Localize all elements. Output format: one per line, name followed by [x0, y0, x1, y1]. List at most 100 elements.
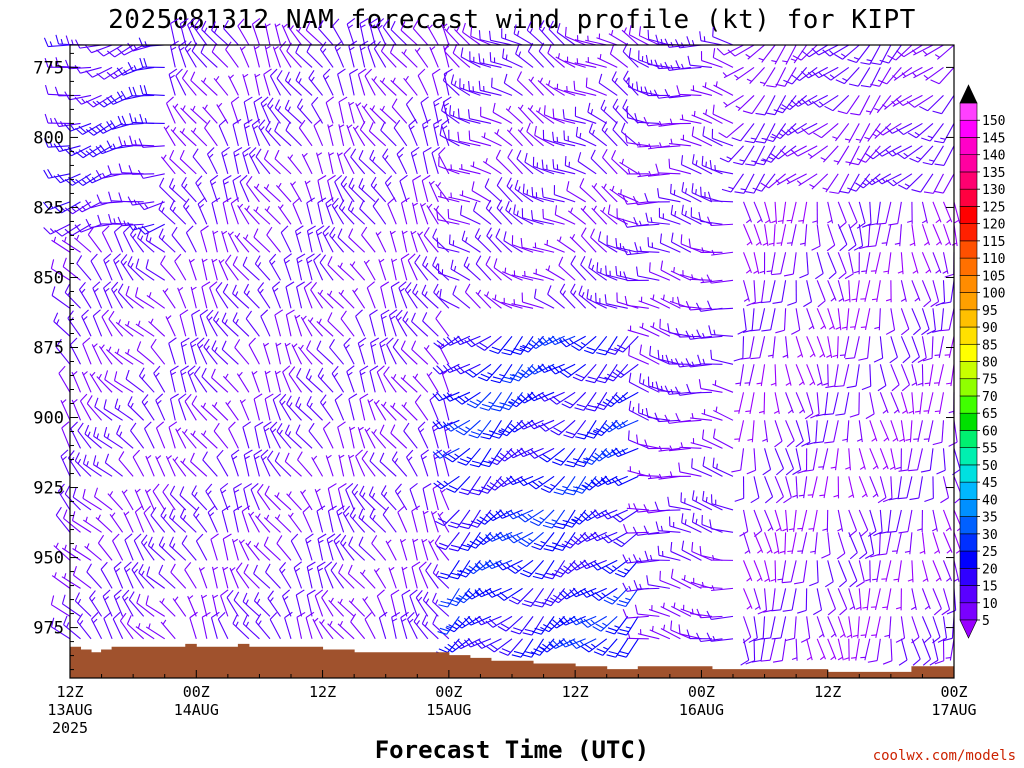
wind-barb-feather	[448, 575, 459, 580]
wind-barb	[636, 434, 660, 449]
wind-barb-staff	[322, 428, 334, 449]
wind-barb	[686, 36, 712, 46]
wind-barb-feather	[443, 424, 452, 432]
wind-barb-feather	[315, 225, 325, 232]
wind-barb-staff	[303, 287, 313, 309]
wind-barb-half-feather	[663, 624, 666, 630]
wind-barb-feather	[541, 392, 549, 401]
wind-barb-staff	[580, 207, 597, 225]
wind-barb-half-feather	[276, 492, 280, 498]
wind-barb	[236, 371, 250, 393]
wind-barb	[337, 421, 346, 449]
wind-barb	[401, 49, 418, 68]
wind-barb	[264, 23, 271, 46]
wind-barb-feather	[550, 429, 560, 436]
wind-barb	[210, 611, 220, 639]
wind-barb	[543, 560, 566, 580]
wind-barb	[545, 80, 565, 96]
wind-barb	[306, 225, 316, 253]
wind-barb	[169, 508, 187, 533]
wind-barb-staff	[286, 50, 302, 68]
wind-barb-half-feather	[474, 591, 480, 596]
wind-barb-feather	[169, 485, 176, 495]
wind-barb-staff	[220, 595, 229, 617]
wind-barb-staff	[109, 514, 124, 533]
wind-barb-feather	[691, 542, 694, 552]
wind-barb-half-feather	[339, 262, 343, 268]
wind-barb-feather	[590, 479, 599, 487]
wind-barb	[340, 310, 355, 337]
wind-barb-feather	[516, 421, 524, 430]
wind-barb-staff	[390, 29, 408, 46]
wind-barb-staff	[237, 205, 250, 225]
wind-barb-half-feather	[53, 236, 57, 243]
wind-barb-staff	[602, 157, 618, 175]
wind-barb-feather	[81, 309, 89, 317]
wind-barb-half-feather	[423, 125, 429, 129]
wind-barb-feather	[606, 596, 616, 602]
wind-barb-half-feather	[590, 619, 595, 624]
wind-barb-feather	[328, 505, 337, 512]
wind-barb	[484, 178, 502, 203]
wind-barb-feather	[484, 178, 490, 188]
wind-barb	[370, 337, 380, 365]
wind-barb-half-feather	[241, 46, 246, 51]
wind-barb	[496, 199, 513, 225]
wind-barb	[503, 73, 523, 96]
wind-barb-feather	[580, 513, 588, 521]
wind-barb-feather	[551, 572, 561, 578]
wind-barb-staff	[556, 239, 576, 253]
wind-barb-half-feather	[370, 24, 376, 29]
wind-barb-half-feather	[195, 513, 200, 519]
wind-barb-feather	[470, 431, 481, 436]
wind-barb-feather	[522, 654, 532, 658]
wind-barb-staff	[538, 50, 555, 68]
wind-barb-half-feather	[124, 511, 130, 516]
wind-barb-staff	[346, 124, 355, 147]
wind-barb-staff	[306, 594, 313, 617]
wind-barb-feather	[384, 175, 393, 184]
wind-barb-feather	[150, 506, 157, 516]
wind-barb	[373, 567, 387, 589]
wind-barb-feather	[242, 614, 248, 625]
wind-barb-feather	[564, 26, 567, 37]
wind-barb-half-feather	[103, 101, 108, 106]
wind-barb-feather	[323, 421, 331, 429]
wind-barb	[505, 201, 523, 225]
wind-barb	[527, 363, 555, 375]
wind-barb	[538, 42, 555, 68]
wind-barb-feather	[611, 71, 617, 81]
wind-barb	[103, 426, 123, 449]
wind-barb-feather	[104, 370, 109, 380]
wind-barb-staff	[51, 575, 71, 589]
wind-barb-feather	[337, 421, 346, 428]
wind-barb-half-feather	[363, 103, 368, 109]
wind-barb-half-feather	[540, 540, 546, 544]
wind-barb	[333, 533, 345, 561]
wind-barb-feather	[390, 589, 400, 596]
wind-barb	[274, 149, 292, 175]
wind-barb	[369, 149, 387, 175]
wind-barb	[74, 94, 102, 105]
wind-barb	[347, 564, 366, 589]
wind-barb	[263, 184, 281, 203]
wind-barb	[228, 421, 239, 449]
wind-barb-feather	[242, 146, 251, 154]
wind-barb	[116, 66, 144, 76]
wind-barb-staff	[253, 236, 271, 253]
wind-barb	[564, 56, 586, 68]
wind-barb-feather	[431, 146, 441, 154]
wind-barb	[316, 340, 334, 365]
wind-barb-feather	[243, 119, 253, 125]
wind-barb-feather	[111, 281, 119, 290]
wind-barb-feather	[180, 337, 190, 344]
wind-barb-staff	[160, 621, 176, 640]
wind-barb-staff	[342, 512, 355, 533]
wind-barb	[455, 419, 481, 436]
wind-barb-staff	[296, 376, 313, 393]
wind-barb-staff	[658, 94, 681, 99]
wind-barb-staff	[87, 234, 103, 253]
wind-barb-feather	[563, 565, 572, 572]
wind-barb	[375, 231, 387, 253]
wind-barb	[622, 195, 649, 205]
